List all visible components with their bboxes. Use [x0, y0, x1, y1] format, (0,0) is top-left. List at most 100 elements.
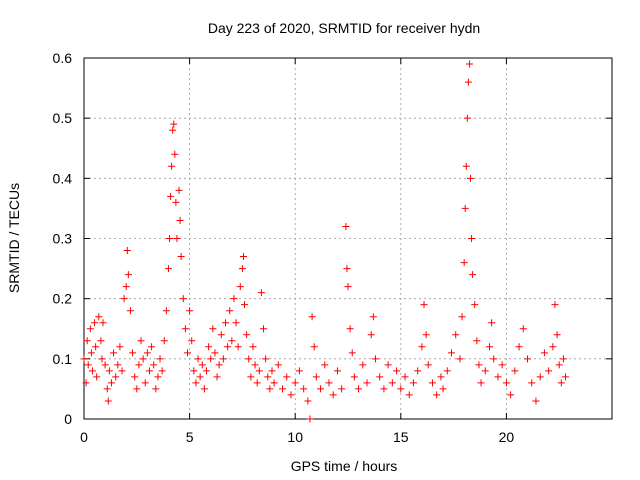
- data-point: [545, 367, 553, 375]
- data-point: [190, 367, 198, 375]
- data-point: [519, 325, 527, 333]
- data-point: [321, 361, 329, 369]
- data-point: [175, 186, 183, 194]
- y-tick-label: 0.6: [53, 50, 73, 66]
- data-point: [452, 331, 460, 339]
- data-point: [247, 373, 255, 381]
- data-point: [82, 379, 90, 387]
- data-point: [238, 265, 246, 273]
- data-point: [112, 373, 120, 381]
- data-point: [205, 343, 213, 351]
- chart-title: Day 223 of 2020, SRMTID for receiver hyd…: [208, 20, 480, 36]
- data-point: [86, 325, 94, 333]
- data-point: [367, 331, 375, 339]
- data-point: [123, 247, 131, 255]
- y-tick-label: 0.3: [53, 231, 73, 247]
- data-point: [515, 343, 523, 351]
- plot-frame: [83, 57, 613, 420]
- data-point: [139, 355, 147, 363]
- data-point: [97, 337, 105, 345]
- data-point: [110, 349, 118, 357]
- data-point: [343, 265, 351, 273]
- data-point: [310, 343, 318, 351]
- data-point: [103, 385, 111, 393]
- data-point: [443, 367, 451, 375]
- data-point: [98, 355, 106, 363]
- data-point: [473, 337, 481, 345]
- grid: [84, 58, 612, 419]
- data-point: [215, 361, 223, 369]
- data-point: [384, 361, 392, 369]
- data-point: [414, 367, 422, 375]
- data-point: [213, 373, 221, 381]
- data-point: [355, 385, 363, 393]
- data-point: [169, 126, 177, 134]
- data-point: [80, 355, 88, 363]
- data-point: [234, 343, 242, 351]
- data-point: [87, 349, 95, 357]
- data-point: [196, 373, 204, 381]
- data-point: [274, 361, 282, 369]
- data-point: [99, 319, 107, 327]
- data-point: [279, 385, 287, 393]
- data-point: [376, 373, 384, 381]
- data-point: [494, 373, 502, 381]
- data-point: [308, 313, 316, 321]
- data-point: [333, 367, 341, 375]
- data-point: [266, 385, 274, 393]
- data-point: [116, 343, 124, 351]
- data-point: [540, 349, 548, 357]
- data-point: [236, 283, 244, 291]
- data-point: [481, 367, 489, 375]
- data-point: [241, 301, 249, 309]
- data-point: [369, 313, 377, 321]
- data-point: [348, 349, 356, 357]
- y-tick-label: 0.2: [53, 291, 73, 307]
- data-point: [251, 361, 259, 369]
- axis-ticks: [83, 57, 612, 420]
- data-point: [150, 361, 158, 369]
- data-point: [84, 361, 92, 369]
- data-point: [420, 301, 428, 309]
- data-point: [528, 379, 536, 387]
- data-point: [401, 373, 409, 381]
- data-point: [460, 259, 468, 267]
- data-point: [405, 391, 413, 399]
- data-point: [245, 355, 253, 363]
- data-point: [439, 385, 447, 393]
- data-point: [477, 379, 485, 387]
- data-point: [145, 367, 153, 375]
- x-tick-label: 10: [287, 429, 303, 445]
- data-point: [557, 379, 565, 387]
- data-point: [466, 174, 474, 182]
- data-point: [101, 361, 109, 369]
- data-point: [124, 271, 132, 279]
- y-axis-label: SRMTID / TECUs: [6, 183, 22, 293]
- data-point: [312, 373, 320, 381]
- data-point: [207, 355, 215, 363]
- data-point: [498, 361, 506, 369]
- data-point: [243, 331, 251, 339]
- data-point: [371, 355, 379, 363]
- data-point: [424, 361, 432, 369]
- data-point: [536, 373, 544, 381]
- data-point: [350, 373, 358, 381]
- data-point: [88, 367, 96, 375]
- data-point: [217, 331, 225, 339]
- data-point: [239, 253, 247, 261]
- data-point: [126, 307, 134, 315]
- data-point: [471, 301, 479, 309]
- data-point: [346, 325, 354, 333]
- data-point: [475, 361, 483, 369]
- data-point: [176, 216, 184, 224]
- data-point: [200, 385, 208, 393]
- data-point: [393, 367, 401, 375]
- data-point: [173, 235, 181, 242]
- data-point: [133, 385, 141, 393]
- data-point: [230, 295, 238, 303]
- data-point: [168, 162, 176, 170]
- data-point: [507, 391, 515, 399]
- data-point: [295, 367, 303, 375]
- tick-labels: 0 5 10 15 20 0 0.1 0.2 0.3 0.4 0.5 0.6: [53, 50, 515, 445]
- data-point: [148, 343, 156, 351]
